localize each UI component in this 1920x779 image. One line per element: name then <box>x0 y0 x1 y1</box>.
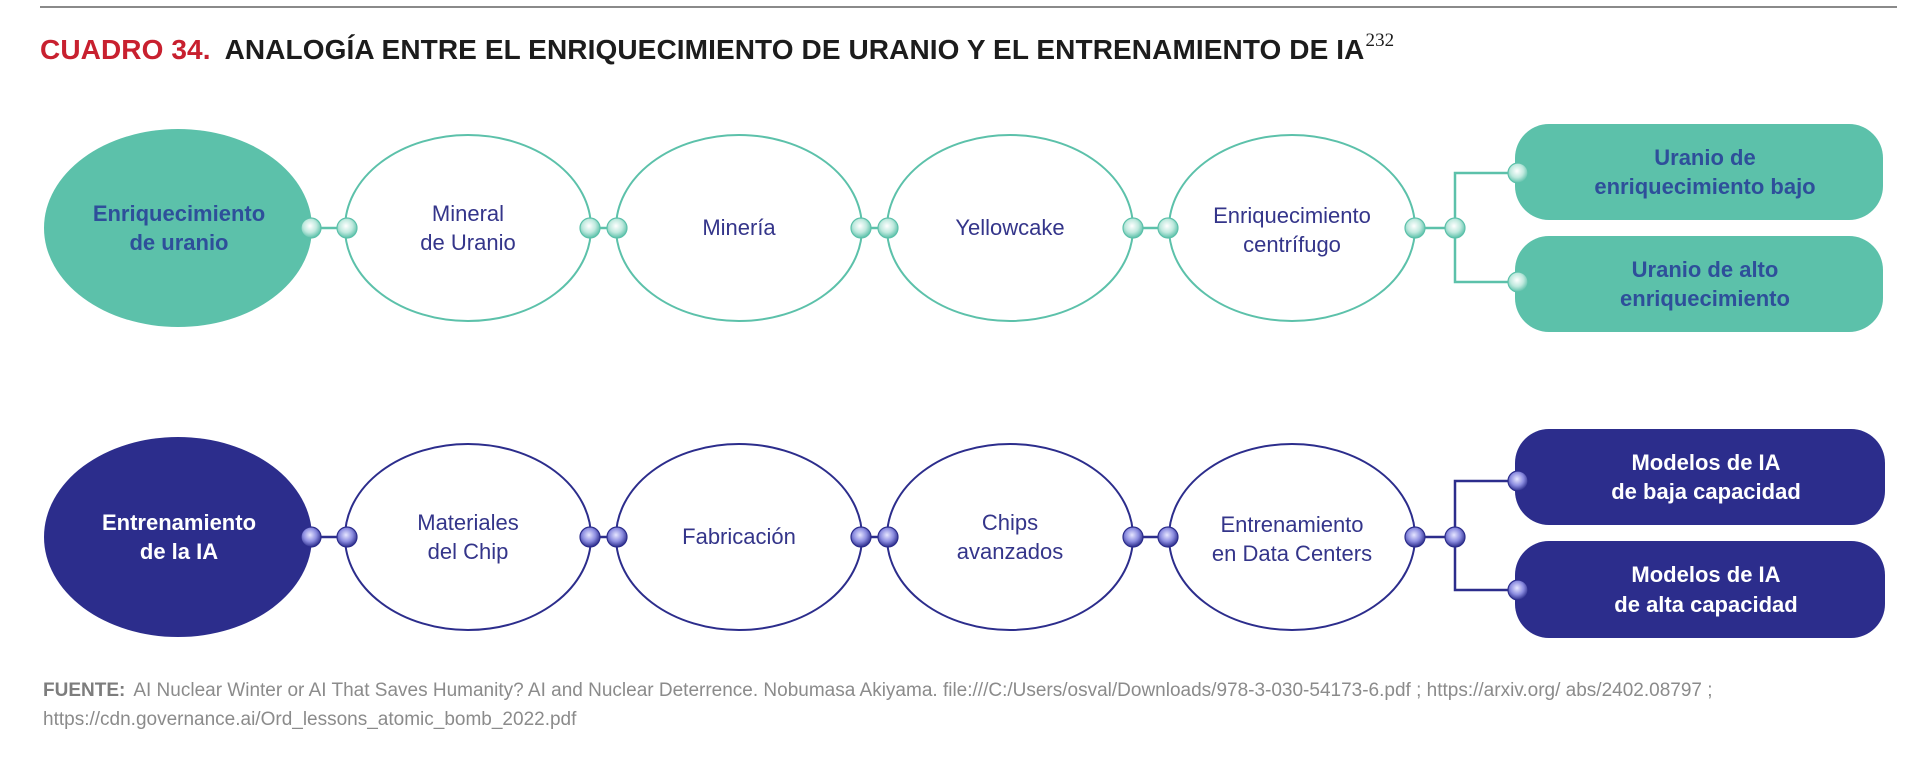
top-rule <box>40 6 1897 8</box>
ai-outcome-low-box <box>1515 429 1885 525</box>
ai-outcome-high-label: Modelos de IA de alta capacidad <box>1614 562 1798 617</box>
uranium-step-4-label: Enriquecimiento centrífugo <box>1213 202 1371 257</box>
source-note: FUENTE: AI Nuclear Winter or AI That Save… <box>43 676 1888 734</box>
uranium-outcome-low-dot <box>1507 162 1529 184</box>
ai-outcome-low-dot <box>1507 470 1529 492</box>
ai-step-3-label: Chips avanzados <box>956 509 1064 564</box>
ai-root-ellipse <box>44 437 312 637</box>
ai-outcome-high-box <box>1515 541 1885 638</box>
figure-title-text: ANALOGÍA ENTRE EL ENRIQUECIMIENTO DE URA… <box>224 34 1365 65</box>
ai-step-2-label: Fabricación <box>682 524 796 550</box>
ai-root-label: Entrenamiento de la IA <box>101 509 257 564</box>
uranium-step-3-label: Yellowcake <box>955 215 1065 241</box>
ai-outcome-low-label: Modelos de IA de baja capacidad <box>1611 449 1801 504</box>
ai-step-1-label: Materiales del Chip <box>417 509 519 564</box>
uranium-step-2-label: Minería <box>702 215 776 241</box>
source-text: AI Nuclear Winter or AI That Saves Human… <box>43 680 1713 730</box>
uranium-outcome-high-label: Uranio de alto enriquecimiento <box>1620 256 1790 311</box>
ai-row <box>44 429 1885 638</box>
uranium-connector-dots <box>300 217 1466 239</box>
uranium-outcome-low-box <box>1515 124 1883 220</box>
uranium-root-ellipse <box>44 129 312 327</box>
ai-step-4-label: Entrenamiento en Data Centers <box>1211 511 1373 566</box>
uranium-row <box>44 124 1883 332</box>
uranium-step-1-label: Mineral de Uranio <box>420 200 516 255</box>
uranium-root-label: Enriquecimiento de uranio <box>92 200 266 255</box>
figure-title: CUADRO 34. ANALOGÍA ENTRE EL ENRIQUECIMIE… <box>40 30 1394 66</box>
footnote-ref: 232 <box>1365 30 1395 51</box>
uranium-outcome-low-label: Uranio de enriquecimiento bajo <box>1594 144 1816 199</box>
ai-outcome-high-dot <box>1507 579 1529 601</box>
source-label: FUENTE: <box>43 680 126 701</box>
uranium-outcome-high-box <box>1515 236 1883 332</box>
uranium-outcome-high-dot <box>1507 271 1529 293</box>
figure-label: CUADRO 34. <box>40 34 211 65</box>
ai-connector-dots <box>300 526 1466 548</box>
